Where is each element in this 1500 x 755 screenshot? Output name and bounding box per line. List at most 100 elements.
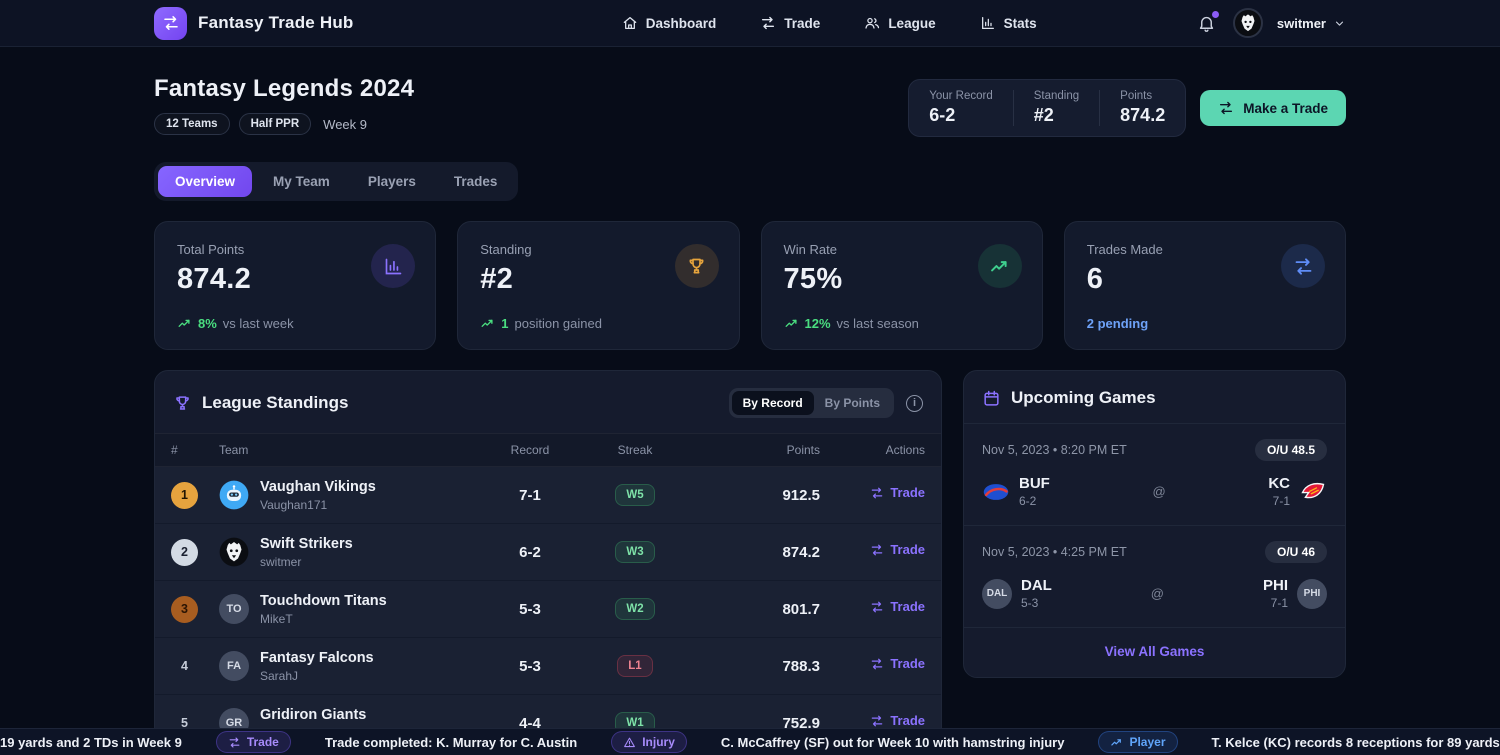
streak-badge: L1 (617, 655, 653, 677)
team-avatar (219, 537, 249, 567)
trade-action-link[interactable]: Trade (870, 599, 925, 614)
game-datetime: Nov 5, 2023 • 8:20 PM ET (982, 443, 1127, 457)
game-row: Nov 5, 2023 • 8:20 PM ET O/U 48.5 BUF 6-… (964, 424, 1345, 526)
nav-item-league[interactable]: League (864, 15, 936, 31)
team-owner: SarahJ (260, 668, 299, 683)
avatar[interactable] (1232, 8, 1263, 38)
standing-value: #2 (1033, 105, 1054, 125)
home-team-abbr: KC (1268, 475, 1290, 492)
trade-action-link[interactable]: Trade (870, 485, 925, 500)
swap-icon (228, 736, 241, 749)
ticker-badge-injury: Injury (611, 731, 687, 753)
people-icon (864, 15, 880, 31)
team-avatar (219, 480, 249, 510)
swap-icon (870, 600, 884, 614)
nav-item-trade[interactable]: Trade (760, 15, 820, 31)
top-nav: Fantasy Trade Hub Dashboard Trade League… (0, 0, 1500, 47)
team-name: Vaughan Vikings (260, 479, 376, 496)
league-standings-card: League Standings By Record By Points i #… (154, 370, 942, 755)
tab-my-team[interactable]: My Team (273, 174, 330, 189)
trade-action-link[interactable]: Trade (870, 713, 925, 728)
user-menu[interactable]: switmer (1277, 16, 1346, 31)
record-cell: 7-1 (519, 486, 541, 504)
nav-item-label: Stats (1003, 15, 1037, 31)
stat-value: 75% (783, 263, 843, 295)
swap-icon (870, 714, 884, 728)
stat-value: 6 (1086, 263, 1104, 295)
notification-dot (1211, 11, 1219, 18)
nav-item-label: League (888, 15, 936, 31)
tab-players[interactable]: Players (367, 174, 416, 189)
team-name: Swift Strikers (260, 536, 353, 553)
app-logo (154, 6, 187, 40)
record-cell: 4-4 (519, 714, 541, 732)
team-owner: MikeT (260, 611, 293, 626)
trade-action-link[interactable]: Trade (870, 656, 925, 671)
ticker-badge-label: Player (1129, 735, 1166, 749)
view-all-games-link[interactable]: View All Games (1104, 644, 1205, 659)
info-icon[interactable]: i (906, 394, 923, 412)
tab-overview[interactable]: Overview (158, 166, 253, 197)
home-team-record: 7-1 (1270, 596, 1288, 610)
table-row: 3 TO Touchdown Titans MikeT 5-3 W2 801.7… (155, 581, 941, 638)
swap-icon (870, 486, 884, 500)
swap-icon (760, 15, 776, 31)
team-name: Touchdown Titans (260, 593, 387, 610)
chiefs-logo-icon (1299, 478, 1327, 506)
record-label: Your Record (929, 90, 993, 102)
nav-item-stats[interactable]: Stats (980, 15, 1037, 31)
week-label: Week 9 (323, 116, 367, 132)
points-label: Points (1120, 90, 1153, 102)
team-owner: switmer (260, 554, 302, 569)
nav-item-label: Dashboard (645, 15, 717, 31)
bills-logo-icon (982, 478, 1010, 506)
team-name: Gridiron Giants (260, 707, 367, 724)
toggle-by-record[interactable]: By Record (731, 391, 814, 415)
trade-label: Trade (890, 656, 925, 672)
league-size-badge: 12 Teams (154, 113, 230, 135)
stat-delta: 1 (501, 316, 509, 331)
points-cell: 874.2 (782, 543, 820, 561)
calendar-icon (982, 389, 1001, 408)
ticker-item: T. Kelce (KC) records 8 receptions for 8… (1211, 734, 1500, 750)
mascot-avatar-icon (1235, 10, 1261, 36)
streak-badge: W2 (615, 598, 655, 620)
make-trade-button[interactable]: Make a Trade (1200, 90, 1346, 126)
standings-title: League Standings (202, 393, 349, 412)
stat-value: 874.2 (177, 263, 252, 295)
brand[interactable]: Fantasy Trade Hub (154, 6, 354, 40)
page-header: Fantasy Legends 2024 12 Teams Half PPR W… (154, 75, 1346, 137)
swap-icon (870, 657, 884, 671)
record-cell: 5-3 (519, 657, 541, 675)
trade-action-link[interactable]: Trade (870, 542, 925, 557)
table-row: 1 Vaughan Vikings Vaughan171 7-1 W5 912.… (155, 467, 941, 524)
upcoming-title: Upcoming Games (1011, 388, 1156, 407)
rank-badge: 4 (181, 659, 188, 673)
points-cell: 801.7 (782, 600, 820, 618)
toggle-by-points[interactable]: By Points (824, 396, 880, 410)
ticker-item: 19 yards and 2 TDs in Week 9 (0, 734, 182, 750)
home-team-abbr: PHI (1262, 577, 1288, 594)
rank-badge: 1 (171, 481, 198, 509)
home-team-record: 7-1 (1272, 494, 1290, 508)
record-cell: 5-3 (519, 600, 541, 618)
stat-delta-note: vs last week (222, 316, 294, 331)
nav-item-dashboard[interactable]: Dashboard (622, 15, 717, 31)
ticker-badge-trade: Trade (215, 731, 291, 753)
at-symbol: @ (1150, 586, 1164, 601)
team-avatar: TO (219, 594, 249, 624)
stat-cards: Total Points 874.2 8% vs last week Stand… (154, 221, 1346, 350)
swap-icon (870, 543, 884, 557)
trophy-icon (686, 256, 707, 277)
trend-up-icon (177, 316, 192, 331)
notifications-button[interactable] (1195, 11, 1219, 35)
away-team-record: 5-3 (1021, 596, 1039, 610)
chevron-down-icon (1333, 17, 1346, 30)
team-name: Fantasy Falcons (260, 650, 374, 667)
points-cell: 912.5 (782, 486, 820, 504)
stat-label: Total Points (177, 242, 245, 257)
rank-badge: 2 (171, 538, 198, 566)
stat-value: #2 (480, 263, 514, 295)
home-icon (622, 15, 638, 31)
tab-trades[interactable]: Trades (453, 174, 498, 189)
